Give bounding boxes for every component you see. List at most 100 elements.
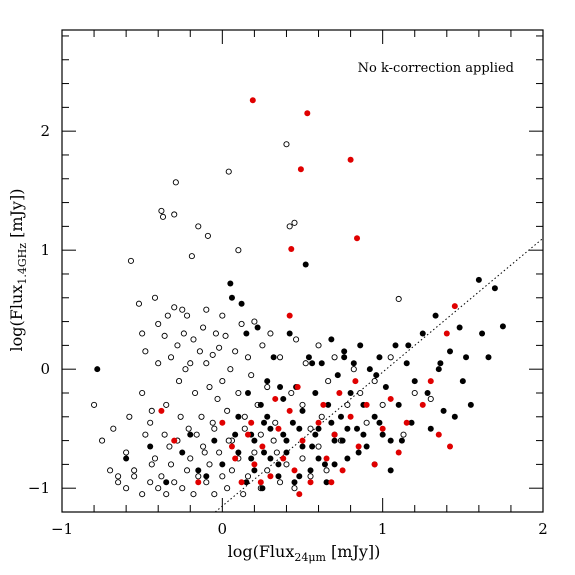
open-circle-point	[167, 354, 175, 361]
open-circle-point	[142, 431, 149, 438]
filled-circle-point	[267, 425, 274, 432]
open-circle-point	[131, 473, 138, 480]
open-circle-point	[190, 491, 197, 498]
open-circle-point	[244, 354, 252, 361]
open-circle-point	[142, 348, 149, 355]
red-circle-point	[286, 407, 293, 414]
open-circle-point	[99, 437, 106, 444]
open-circle-point	[198, 413, 205, 420]
red-circle-point	[294, 384, 301, 391]
open-circle-point	[126, 413, 133, 420]
open-circle-point	[167, 461, 175, 468]
filled-circle-point	[331, 437, 338, 444]
filled-circle-point	[277, 384, 284, 391]
open-circle-point	[171, 211, 178, 218]
filled-circle-point	[235, 413, 242, 420]
open-circle-point	[257, 431, 264, 438]
filled-circle-point	[286, 330, 293, 337]
filled-circle-point	[280, 395, 287, 402]
open-circle-point	[293, 336, 300, 343]
red-circle-point	[328, 479, 335, 486]
open-circle-point	[259, 342, 266, 349]
open-circle-point	[299, 455, 306, 462]
filled-circle-point	[267, 455, 274, 462]
open-circle-point	[283, 461, 290, 468]
red-circle-point	[286, 312, 293, 319]
filled-circle-point	[291, 479, 298, 486]
filled-circle-point	[355, 449, 362, 456]
filled-circle-point	[280, 431, 287, 438]
open-circle-point	[232, 348, 239, 355]
filled-circle-point	[456, 324, 463, 331]
open-circle-point	[344, 401, 351, 408]
filled-circle-point	[357, 342, 364, 349]
open-circle-point	[411, 389, 418, 397]
open-circle-point	[196, 348, 203, 355]
open-circle-point	[219, 378, 226, 385]
red-circle-point	[299, 437, 306, 444]
filled-circle-series	[94, 261, 506, 492]
red-circle-point	[323, 455, 330, 462]
red-circle-point	[280, 455, 287, 462]
open-circle-point	[307, 425, 314, 432]
open-circle-point	[195, 473, 202, 480]
red-circle-point	[354, 235, 361, 242]
red-circle-point	[336, 389, 343, 396]
filled-circle-point	[179, 449, 186, 456]
open-circle-point	[387, 354, 394, 361]
open-circle-point	[209, 351, 216, 358]
filled-circle-point	[376, 419, 383, 426]
filled-circle-point	[299, 407, 306, 414]
open-circle-point	[400, 431, 407, 438]
open-circle-point	[206, 383, 213, 391]
filled-circle-point	[366, 366, 373, 373]
open-circle-point	[115, 473, 122, 480]
red-circle-point	[275, 425, 282, 432]
filled-circle-point	[254, 324, 261, 331]
open-circle-point	[107, 467, 114, 474]
open-circle-point	[139, 389, 146, 397]
open-circle-point	[184, 312, 191, 319]
filled-circle-point	[321, 461, 328, 468]
open-circle-point	[163, 491, 170, 498]
y-axis-label-sub: 1.4GHz	[16, 243, 29, 285]
open-circle-point	[248, 372, 255, 379]
x-axis-label-sub: 24μm	[294, 551, 326, 564]
open-circle-point	[171, 304, 178, 311]
open-circle-point	[203, 306, 210, 313]
x-tick-label: 2	[538, 520, 548, 538]
red-circle-point	[435, 431, 442, 438]
filled-circle-point	[275, 473, 282, 480]
open-circle-point	[244, 473, 252, 480]
filled-circle-point	[147, 443, 154, 450]
red-circle-point	[320, 401, 327, 408]
red-circle-point	[352, 378, 359, 385]
open-circle-point	[192, 389, 199, 397]
red-circle-point	[304, 110, 311, 117]
open-circle-point	[188, 253, 195, 260]
red-circle-point	[347, 156, 354, 163]
x-axis-label-tail: [mJy])	[326, 542, 380, 561]
filled-circle-point	[387, 437, 394, 444]
filled-circle-point	[219, 461, 226, 468]
red-circle-point	[267, 473, 274, 480]
filled-circle-point	[312, 431, 319, 438]
open-circle-point	[155, 485, 162, 492]
filled-circle-point	[432, 312, 439, 319]
red-circle-point	[195, 479, 202, 486]
filled-circle-point	[479, 330, 486, 337]
filled-circle-point	[232, 431, 239, 438]
red-circle-point	[296, 491, 303, 498]
filled-circle-point	[275, 461, 282, 468]
open-circle-point	[219, 312, 226, 319]
open-circle-point	[187, 455, 194, 462]
filled-circle-point	[424, 389, 431, 396]
open-circle-point	[395, 295, 402, 303]
open-circle-point	[427, 395, 434, 402]
x-tick-label: 0	[218, 520, 228, 538]
tick-labels: −1 0 1 2 −1 0 1 2	[28, 122, 548, 538]
filled-circle-point	[257, 401, 264, 408]
open-circle-point	[158, 473, 165, 480]
y-tick-label: −1	[28, 479, 50, 497]
open-circle-point	[323, 467, 330, 474]
